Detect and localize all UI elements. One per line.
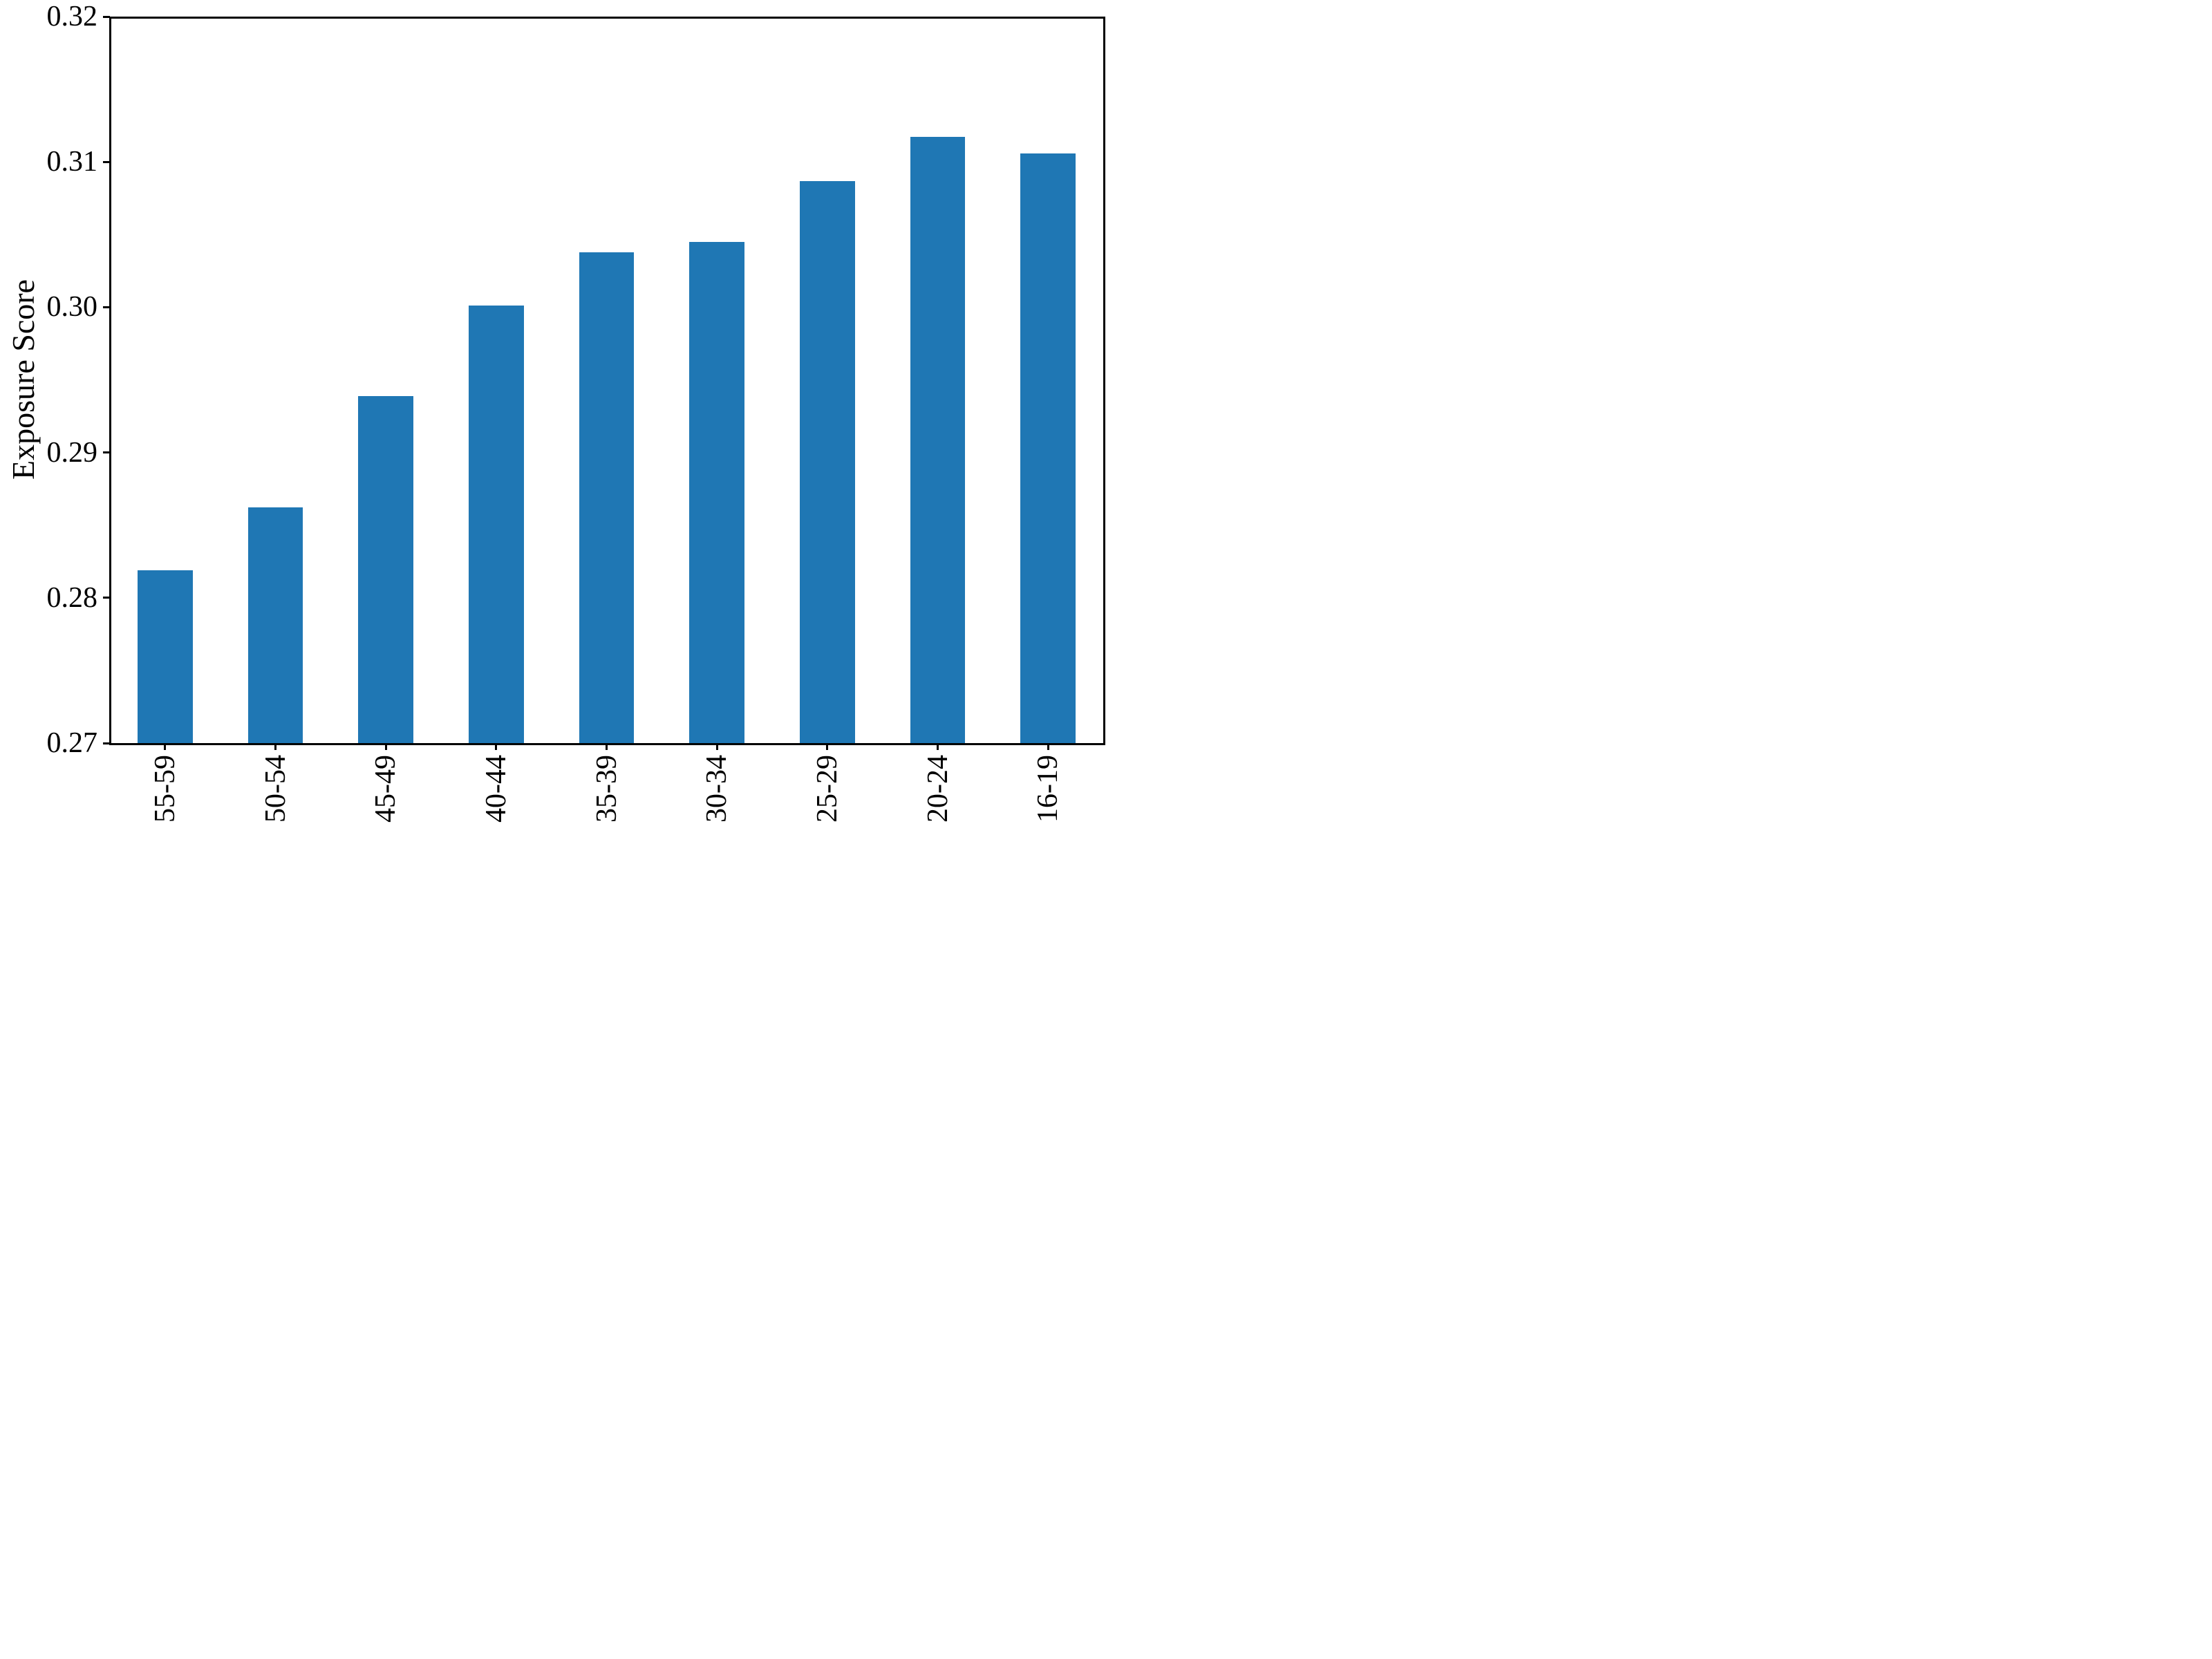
bar-20-24 <box>910 137 966 743</box>
x-tick-mark <box>164 743 167 750</box>
bar-50-54 <box>247 507 303 743</box>
y-tick-label: 0.27 <box>46 727 98 759</box>
y-tick-label: 0.31 <box>46 146 98 178</box>
bar-45-49 <box>358 395 414 743</box>
plot-area <box>109 17 1105 745</box>
x-tick-label: 40-44 <box>480 755 512 823</box>
x-tick-label: 20-24 <box>921 755 954 823</box>
y-tick-label: 0.29 <box>46 436 98 469</box>
x-tick-label: 25-29 <box>811 755 843 823</box>
x-tick-label: 30-34 <box>701 755 733 823</box>
right-spine <box>1103 17 1105 745</box>
y-tick-label: 0.32 <box>46 1 98 32</box>
x-tick-mark <box>937 743 939 750</box>
x-tick-label: 45-49 <box>370 755 402 823</box>
y-tick-mark <box>103 15 110 18</box>
bar-40-44 <box>468 306 524 743</box>
y-tick-label: 0.30 <box>46 291 98 324</box>
y-tick-mark <box>103 451 110 454</box>
bar-55-59 <box>137 570 193 743</box>
bar-30-34 <box>689 241 745 743</box>
figure: Exposure Score 0.27 0.28 0.29 0.30 0.31 0.32 5… <box>0 0 1106 830</box>
bar-35-39 <box>579 252 635 743</box>
x-tick-mark <box>1047 743 1049 750</box>
x-tick-mark <box>495 743 498 750</box>
left-spine <box>109 17 111 745</box>
x-tick-label: 50-54 <box>259 755 292 823</box>
top-spine <box>109 17 1105 19</box>
y-tick-mark <box>103 597 110 599</box>
x-tick-mark <box>274 743 276 750</box>
x-tick-mark <box>715 743 718 750</box>
x-tick-label: 35-39 <box>590 755 623 823</box>
y-tick-mark <box>103 160 110 163</box>
x-tick-mark <box>384 743 387 750</box>
x-tick-mark <box>606 743 608 750</box>
y-tick-mark <box>103 742 110 744</box>
y-tick-mark <box>103 306 110 308</box>
bar-25-29 <box>799 180 855 743</box>
x-tick-label: 55-59 <box>149 755 181 823</box>
x-tick-label: 16-19 <box>1032 755 1065 823</box>
x-tick-mark <box>826 743 829 750</box>
y-tick-label: 0.28 <box>46 581 98 614</box>
bar-16-19 <box>1020 153 1076 743</box>
